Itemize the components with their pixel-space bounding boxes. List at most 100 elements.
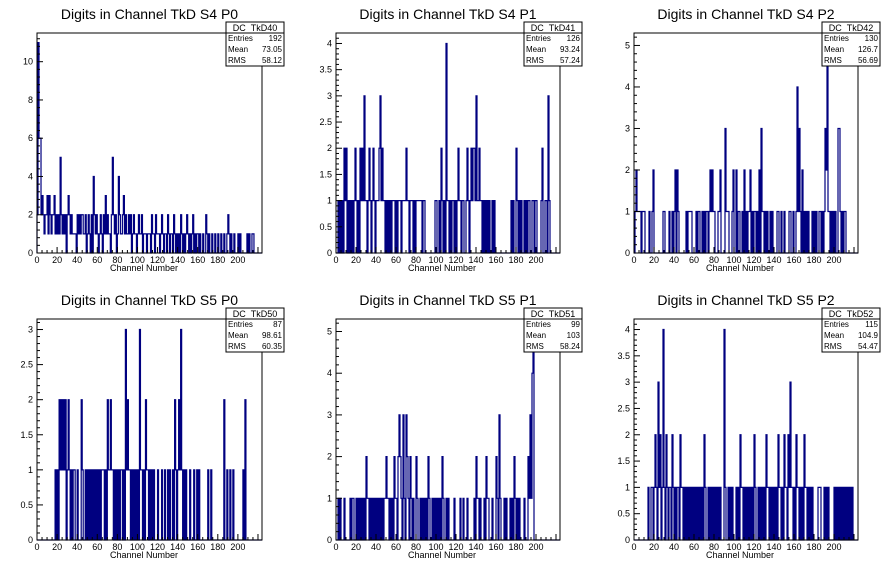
stats-name: DC_TkD40 [233,23,278,33]
y-tick-label: 3.5 [319,65,332,75]
x-tick-label: 200 [528,255,543,265]
x-tick-label: 20 [351,542,361,552]
histogram-bin [480,201,481,253]
x-tick-label: 40 [669,542,679,552]
y-tick-label: 6 [28,133,33,143]
y-tick-label: 2 [28,395,33,405]
y-tick-label: 1.5 [20,430,33,440]
stats-value: 73.05 [262,45,283,54]
y-tick-label: 4 [327,368,332,378]
histogram-bin [826,170,827,253]
x-tick-label: 140 [468,255,483,265]
y-tick-label: 2 [327,452,332,462]
stats-box-frame [821,307,881,353]
stats-value: 103 [567,331,581,340]
y-tick-label: 0.5 [319,222,332,232]
histogram-line [36,41,262,254]
stats-label: RMS [526,342,544,351]
y-tick-label: 1.5 [319,169,332,179]
y-tick-label: 8 [28,95,33,105]
x-tick-label: 160 [488,542,503,552]
x-tick-label: 120 [150,542,165,552]
histogram-bin [531,498,532,540]
y-tick-label: 3 [625,123,630,133]
stats-name: DC_TkD52 [829,309,874,319]
histogram-bin [129,234,130,253]
histogram-bin [798,211,799,253]
x-tick-label: 60 [689,542,699,552]
histogram-bin [367,498,368,540]
histogram-bin [689,211,690,253]
histogram-bin [102,470,103,540]
histogram-bin [128,470,129,540]
histogram-bin [681,487,682,540]
histogram-bin [46,215,47,253]
x-tick-label: 160 [190,542,205,552]
y-tick-label: 2.5 [20,360,33,370]
histogram-bin [378,201,379,253]
y-tick-label: 1.5 [617,456,630,466]
histogram-bin [48,234,49,253]
stats-name: DC_TkD41 [531,23,576,33]
histogram-line [37,328,262,541]
histogram-bin [472,201,473,253]
histogram-bin [60,470,61,540]
panel-title: Digits in Channel TkD S4 P0 [61,6,238,22]
stats-name: DC_TkD50 [233,309,278,319]
x-tick-label: 40 [669,255,679,265]
histogram-bin [140,470,141,540]
x-tick-label: 120 [746,542,761,552]
x-tick-label: 120 [150,255,165,265]
plot-frame [36,318,263,541]
histogram-bin [381,201,382,253]
histogram-bin [404,201,405,253]
x-tick-label: 20 [52,255,62,265]
histogram-bin [59,234,60,253]
y-tick-label: 2 [327,143,332,153]
histogram-line [336,330,560,541]
histogram-bin [659,487,660,540]
histogram-bin [797,487,798,540]
x-tick-label: 140 [766,255,781,265]
panel-title: Digits in Channel TkD S4 P2 [657,6,834,22]
y-tick-label: 1 [327,493,332,503]
y-tick-label: 4 [625,82,630,92]
stats-box-frame [821,21,881,67]
y-tick-label: 0.5 [20,500,33,510]
histogram-bin [108,470,109,540]
stats-name: DC_TkD42 [829,23,874,33]
stats-value: 58.12 [262,56,283,65]
x-tick-label: 120 [746,255,761,265]
stats-value: 60.35 [262,342,283,351]
x-tick-label: 200 [826,255,841,265]
x-tick-label: 120 [448,542,463,552]
stats-value: 98.61 [262,331,283,340]
histogram-bin [789,487,790,540]
x-tick-label: 120 [448,255,463,265]
y-tick-label: 10 [23,57,33,67]
histogram-bin [180,470,181,540]
histogram-bin [148,234,149,253]
y-tick-label: 4 [28,171,33,181]
histogram-bin [711,211,712,253]
stats-label: Entries [228,320,253,329]
x-tick-label: 80 [112,542,122,552]
histogram-bin [53,215,54,253]
panel-title: Digits in Channel TkD S5 P2 [657,292,834,308]
x-tick-label: 0 [34,542,39,552]
y-tick-label: 1 [625,482,630,492]
y-tick-label: 4 [625,325,630,335]
y-tick-label: 1 [28,465,33,475]
y-tick-label: 5 [327,327,332,337]
panel-title: Digits in Channel TkD S5 P1 [359,292,536,308]
histogram-panel-5: Digits in Channel TkD S5 P20 20 40 60 80 100 1… [617,292,881,560]
histogram-bin [124,234,125,253]
x-tick-label: 100 [726,255,741,265]
stats-value: 58.24 [560,342,581,351]
histogram-bin [638,211,639,253]
x-tick-label: 160 [786,255,801,265]
y-tick-label: 0 [625,535,630,545]
histogram-bin [126,470,127,540]
y-tick-label: 1 [625,206,630,216]
